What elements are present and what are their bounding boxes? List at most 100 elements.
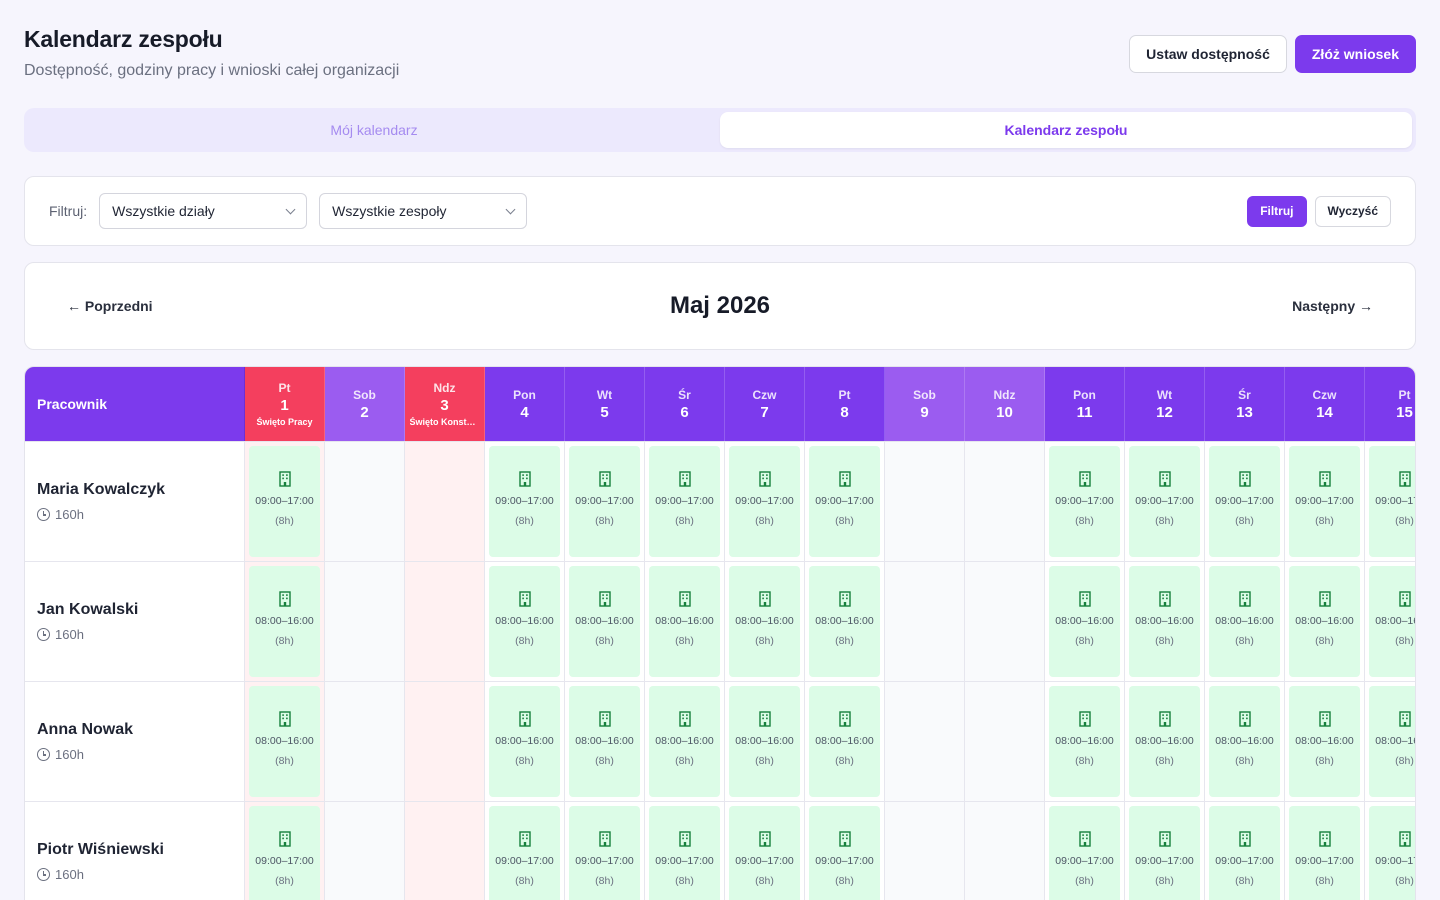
day-cell[interactable]: 08:00–16:00 (8h) xyxy=(1045,682,1125,801)
shift-block[interactable]: 08:00–16:00 (8h) xyxy=(249,686,320,797)
day-cell[interactable]: 09:00–17:00 (8h) xyxy=(565,442,645,561)
day-cell[interactable]: 09:00–17:00 (8h) xyxy=(1285,802,1365,900)
day-cell[interactable]: 09:00–17:00 (8h) xyxy=(565,802,645,900)
shift-block[interactable]: 08:00–16:00 (8h) xyxy=(1049,686,1120,797)
shift-block[interactable]: 08:00–16:00 (8h) xyxy=(729,686,800,797)
submit-request-button[interactable]: Złóż wniosek xyxy=(1294,35,1416,73)
shift-block[interactable]: 08:00–16:00 (8h) xyxy=(249,566,320,677)
day-cell[interactable]: 09:00–17:00 (8h) xyxy=(1205,442,1285,561)
shift-block[interactable]: 09:00–17:00 (8h) xyxy=(1369,806,1415,900)
day-cell[interactable]: 08:00–16:00 (8h) xyxy=(725,562,805,681)
shift-block[interactable]: 09:00–17:00 (8h) xyxy=(249,806,320,900)
shift-block[interactable]: 08:00–16:00 (8h) xyxy=(1289,566,1360,677)
shift-block[interactable]: 08:00–16:00 (8h) xyxy=(729,566,800,677)
day-cell[interactable] xyxy=(885,802,965,900)
shift-block[interactable]: 09:00–17:00 (8h) xyxy=(1049,446,1120,557)
shift-block[interactable]: 08:00–16:00 (8h) xyxy=(569,566,640,677)
day-cell[interactable] xyxy=(965,442,1045,561)
shift-block[interactable]: 08:00–16:00 (8h) xyxy=(649,686,720,797)
day-cell[interactable] xyxy=(325,682,405,801)
shift-block[interactable]: 09:00–17:00 (8h) xyxy=(1129,806,1200,900)
day-cell[interactable] xyxy=(325,802,405,900)
day-cell[interactable] xyxy=(885,562,965,681)
day-cell[interactable] xyxy=(965,682,1045,801)
shift-block[interactable]: 08:00–16:00 (8h) xyxy=(1209,566,1280,677)
day-cell[interactable]: 09:00–17:00 (8h) xyxy=(1205,802,1285,900)
day-cell[interactable]: 08:00–16:00 (8h) xyxy=(1285,562,1365,681)
employee-name[interactable]: Piotr Wiśniewski xyxy=(37,841,164,858)
shift-block[interactable]: 09:00–17:00 (8h) xyxy=(809,806,880,900)
day-cell[interactable]: 09:00–17:00 (8h) xyxy=(725,802,805,900)
shift-block[interactable]: 09:00–17:00 (8h) xyxy=(249,446,320,557)
tab-my-calendar[interactable]: Mój kalendarz xyxy=(330,122,418,138)
set-availability-button[interactable]: Ustaw dostępność xyxy=(1129,35,1287,73)
day-cell[interactable] xyxy=(885,682,965,801)
shift-block[interactable]: 09:00–17:00 (8h) xyxy=(1129,446,1200,557)
shift-block[interactable]: 09:00–17:00 (8h) xyxy=(729,446,800,557)
day-cell[interactable] xyxy=(965,802,1045,900)
day-cell[interactable]: 08:00–16:00 (8h) xyxy=(565,682,645,801)
day-cell[interactable]: 09:00–17:00 (8h) xyxy=(645,442,725,561)
day-cell[interactable]: 08:00–16:00 (8h) xyxy=(485,562,565,681)
day-cell[interactable] xyxy=(325,562,405,681)
day-cell[interactable] xyxy=(405,682,485,801)
shift-block[interactable]: 08:00–16:00 (8h) xyxy=(1049,566,1120,677)
employee-name[interactable]: Anna Nowak xyxy=(37,721,134,738)
shift-block[interactable]: 09:00–17:00 (8h) xyxy=(809,446,880,557)
department-select[interactable]: Wszystkie działy xyxy=(99,193,308,229)
day-cell[interactable]: 08:00–16:00 (8h) xyxy=(245,562,325,681)
shift-block[interactable]: 08:00–16:00 (8h) xyxy=(489,566,560,677)
day-cell[interactable]: 09:00–17:00 (8h) xyxy=(485,442,565,561)
previous-month-link[interactable]: ← Poprzedni xyxy=(67,298,153,314)
day-cell[interactable]: 09:00–17:00 (8h) xyxy=(725,442,805,561)
day-cell[interactable]: 09:00–17:00 (8h) xyxy=(805,802,885,900)
day-cell[interactable]: 09:00–17:00 (8h) xyxy=(245,442,325,561)
shift-block[interactable]: 09:00–17:00 (8h) xyxy=(649,806,720,900)
employee-name[interactable]: Maria Kowalczyk xyxy=(37,481,166,498)
day-cell[interactable]: 09:00–17:00 (8h) xyxy=(645,802,725,900)
shift-block[interactable]: 09:00–17:00 (8h) xyxy=(1369,446,1415,557)
shift-block[interactable]: 08:00–16:00 (8h) xyxy=(569,686,640,797)
shift-block[interactable]: 09:00–17:00 (8h) xyxy=(1049,806,1120,900)
shift-block[interactable]: 08:00–16:00 (8h) xyxy=(649,566,720,677)
shift-block[interactable]: 09:00–17:00 (8h) xyxy=(569,806,640,900)
day-cell[interactable]: 08:00–16:00 (8h) xyxy=(645,682,725,801)
day-cell[interactable]: 08:00–16:00 (8h) xyxy=(485,682,565,801)
day-cell[interactable]: 09:00–17:00 (8h) xyxy=(1125,442,1205,561)
shift-block[interactable]: 09:00–17:00 (8h) xyxy=(1289,446,1360,557)
shift-block[interactable]: 08:00–16:00 (8h) xyxy=(1209,686,1280,797)
employee-name[interactable]: Jan Kowalski xyxy=(37,601,139,618)
day-cell[interactable]: 09:00–17:00 (8h) xyxy=(245,802,325,900)
shift-block[interactable]: 09:00–17:00 (8h) xyxy=(1289,806,1360,900)
shift-block[interactable]: 08:00–16:00 (8h) xyxy=(1129,566,1200,677)
day-cell[interactable]: 08:00–16:00 (8h) xyxy=(805,682,885,801)
day-cell[interactable]: 09:00–17:00 (8h) xyxy=(1045,802,1125,900)
day-cell[interactable]: 08:00–16:00 (8h) xyxy=(1365,682,1415,801)
day-cell[interactable]: 08:00–16:00 (8h) xyxy=(245,682,325,801)
day-cell[interactable]: 09:00–17:00 (8h) xyxy=(1125,802,1205,900)
shift-block[interactable]: 08:00–16:00 (8h) xyxy=(1369,566,1415,677)
shift-block[interactable]: 09:00–17:00 (8h) xyxy=(729,806,800,900)
day-cell[interactable] xyxy=(405,802,485,900)
shift-block[interactable]: 09:00–17:00 (8h) xyxy=(489,446,560,557)
filter-button[interactable]: Filtruj xyxy=(1247,195,1307,227)
day-cell[interactable]: 08:00–16:00 (8h) xyxy=(1205,562,1285,681)
day-cell[interactable] xyxy=(325,442,405,561)
day-cell[interactable]: 08:00–16:00 (8h) xyxy=(565,562,645,681)
day-cell[interactable]: 09:00–17:00 (8h) xyxy=(1285,442,1365,561)
team-select[interactable]: Wszystkie zespoły xyxy=(319,193,528,229)
day-cell[interactable] xyxy=(405,562,485,681)
day-cell[interactable]: 08:00–16:00 (8h) xyxy=(1125,562,1205,681)
shift-block[interactable]: 08:00–16:00 (8h) xyxy=(1289,686,1360,797)
shift-block[interactable]: 09:00–17:00 (8h) xyxy=(489,806,560,900)
shift-block[interactable]: 09:00–17:00 (8h) xyxy=(569,446,640,557)
shift-block[interactable]: 09:00–17:00 (8h) xyxy=(1209,446,1280,557)
day-cell[interactable]: 08:00–16:00 (8h) xyxy=(1365,562,1415,681)
day-cell[interactable]: 08:00–16:00 (8h) xyxy=(1285,682,1365,801)
day-cell[interactable]: 08:00–16:00 (8h) xyxy=(805,562,885,681)
shift-block[interactable]: 09:00–17:00 (8h) xyxy=(649,446,720,557)
day-cell[interactable]: 09:00–17:00 (8h) xyxy=(485,802,565,900)
day-cell[interactable]: 08:00–16:00 (8h) xyxy=(1045,562,1125,681)
day-cell[interactable]: 08:00–16:00 (8h) xyxy=(645,562,725,681)
day-cell[interactable]: 08:00–16:00 (8h) xyxy=(725,682,805,801)
